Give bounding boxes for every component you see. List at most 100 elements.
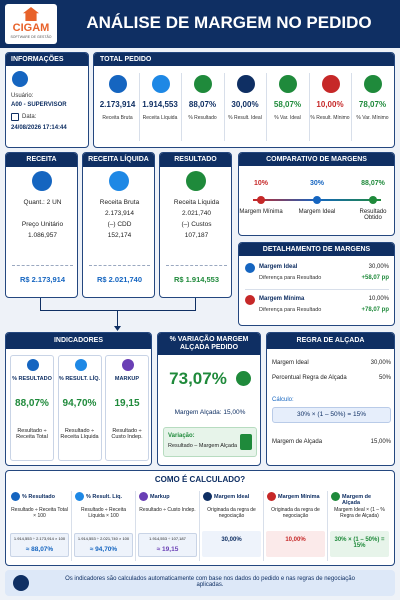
connector	[40, 298, 41, 310]
label: Margem Mínima	[278, 494, 320, 500]
icon	[279, 75, 297, 93]
separator	[166, 265, 227, 266]
calc: 1.914,553 ÷ 2.021,740 × 100	[77, 536, 130, 541]
indicator-icon	[74, 359, 87, 371]
item-icon	[203, 492, 212, 501]
calc-icon	[240, 434, 252, 450]
card-line: Receita Líquida	[173, 199, 220, 206]
indicator-value: 88,07%	[15, 398, 49, 409]
indicator-value: 94,70%	[62, 398, 97, 409]
panel-title: % VARIAÇÃO MARGEM ALÇADA PEDIDO	[158, 333, 260, 355]
calc-box: 1.914,553 ÷ 2.021,740 × 100 ≈ 94,70%	[74, 533, 133, 557]
item-icon	[331, 492, 340, 501]
card-line: (–) CDD	[107, 221, 132, 228]
header: CIGAM SOFTWARE DE GESTÃO ANÁLISE DE MARGEM…	[0, 0, 400, 48]
calc-box: 1.914,553 ÷ 2.173,914 × 100 ≈ 88,07%	[10, 533, 69, 557]
label: % Result. Líq.	[86, 494, 123, 500]
panel-title: RECEITA LÍQUIDA	[83, 153, 154, 167]
divider	[181, 73, 182, 141]
panel-title: REGRA DE ALÇADA	[267, 333, 394, 349]
divider	[138, 73, 140, 141]
kpi-value: 58,07%	[273, 100, 302, 109]
note-box: Variação: Resultado – Margem Alçada	[163, 427, 257, 457]
label: Margem Ideal	[259, 264, 298, 270]
point-dot	[369, 196, 377, 204]
panel: INDICADORES % RESULTADO 88,07% Resultado ÷ …	[5, 332, 152, 466]
panel-title: INDICADORES	[6, 333, 151, 349]
divider	[351, 73, 352, 141]
kpi-label: % Var. Mínimo	[356, 115, 389, 121]
label: Margem Alçada: 15,00%	[174, 409, 246, 416]
label: Diferença para Resultado	[259, 307, 322, 313]
panel-title: INFORMAÇÕES	[6, 53, 88, 66]
page-title: ANÁLISE DE MARGEM NO PEDIDO	[86, 13, 372, 32]
card-icon	[32, 171, 52, 191]
label: Diferença para Resultado	[259, 275, 322, 281]
divider	[199, 491, 200, 561]
panel: % VARIAÇÃO MARGEM ALÇADA PEDIDO 73,07% Mar…	[157, 332, 261, 466]
panel-title: DETALHAMENTO DE MARGENS	[239, 243, 394, 256]
result: ≈ 88,07%	[25, 546, 54, 553]
card-total: R$ 1.914,553	[173, 275, 220, 284]
label: Resultado – Margem Alçada	[168, 443, 238, 449]
label: +58,07 pp	[361, 275, 389, 281]
indicator-icon	[122, 359, 134, 371]
kpi-label: % Resultado	[188, 115, 217, 121]
kpi-label: % Var. Ideal	[274, 115, 301, 121]
point-value: 10%	[253, 180, 268, 187]
label: 50%	[378, 375, 391, 381]
point-label: Resultado Obtido	[359, 209, 387, 221]
panel: INFORMAÇÕES Usuário: A00 - SUPERVISOR Data:…	[5, 52, 89, 148]
card-total: R$ 2.021,740	[96, 275, 143, 284]
divider	[71, 491, 72, 561]
kpi-value: 30,00%	[231, 100, 259, 109]
label: Margem Ideal	[214, 494, 250, 500]
connector	[117, 310, 118, 328]
formula: Resultado ÷ Custo Indep.	[111, 428, 143, 440]
formula: Resultado ÷ Custo Indep.	[139, 507, 196, 513]
kpi-value: 78,07%	[358, 100, 387, 109]
divider	[327, 491, 328, 561]
section-title: COMO É CALCULADO?	[154, 475, 246, 484]
point-dot	[313, 196, 321, 204]
card-line: Preço Unitário	[21, 221, 64, 228]
divider	[245, 289, 389, 290]
label: 30,00%	[370, 360, 391, 366]
label: % RESULT. LÍQ.	[58, 376, 101, 382]
point-label: Margem Ideal	[298, 209, 336, 215]
point-dot	[257, 196, 265, 204]
row-icon	[245, 263, 255, 273]
result-box: 30% × (1 – 50%) = 15%	[330, 531, 389, 557]
icon	[151, 75, 170, 93]
panel: REGRA DE ALÇADA Margem Ideal 30,00% Percent…	[266, 332, 395, 466]
card-icon	[186, 171, 206, 191]
calendar-icon	[11, 113, 19, 121]
result-box: 30,00%	[202, 531, 261, 557]
icon	[109, 75, 127, 93]
formula: Originada da regra de negociação	[271, 507, 320, 519]
label: Margem de Alçada	[272, 439, 323, 445]
arrow-head	[114, 326, 121, 331]
formula: Resultado ÷ Receita Total × 100	[11, 507, 68, 519]
label: +78,07 pp	[361, 307, 389, 313]
icon	[364, 75, 382, 93]
indicator: % RESULT. LÍQ. 94,70% Resultado ÷ Receita …	[57, 355, 102, 461]
indicator: MARKUP 19,15 Resultado ÷ Custo Indep.	[105, 355, 149, 461]
kpi-value: 1.914,553	[142, 100, 178, 109]
calc-box: 1.914,553 ÷ 107,187 ≈ 19,15	[138, 533, 197, 557]
indicator: % RESULTADO 88,07% Resultado ÷ Receita Tot…	[10, 355, 54, 461]
card-line: 107,187	[184, 232, 209, 239]
formula: Resultado ÷ Receita Total	[16, 428, 48, 440]
logo-mark	[23, 7, 39, 21]
divider	[308, 73, 310, 141]
label: Usuário:	[11, 93, 34, 99]
icon	[194, 75, 212, 93]
label: % Resultado	[22, 494, 56, 500]
panel-title: COMPARATIVO DE MARGENS	[239, 153, 394, 166]
formula: Resultado ÷ Receita Líquida × 100	[81, 507, 126, 519]
label: 24/08/2026 17:14:44	[11, 125, 67, 131]
panel: RECEITA LÍQUIDA Receita Bruta 2.173,914 (–)…	[82, 152, 155, 298]
result: 30% × (1 – 50%) = 15%	[334, 537, 385, 549]
connector	[40, 310, 196, 311]
